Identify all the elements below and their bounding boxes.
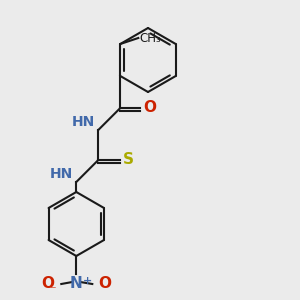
Text: HN: HN bbox=[50, 167, 73, 181]
Text: +: + bbox=[83, 276, 92, 286]
Text: S: S bbox=[123, 152, 134, 166]
Text: HN: HN bbox=[72, 115, 95, 129]
Text: O: O bbox=[143, 100, 156, 115]
Text: O: O bbox=[98, 277, 111, 292]
Text: N: N bbox=[70, 276, 83, 291]
Text: O: O bbox=[41, 277, 54, 292]
Text: CH₃: CH₃ bbox=[139, 32, 161, 44]
Text: ⁻: ⁻ bbox=[49, 284, 55, 298]
